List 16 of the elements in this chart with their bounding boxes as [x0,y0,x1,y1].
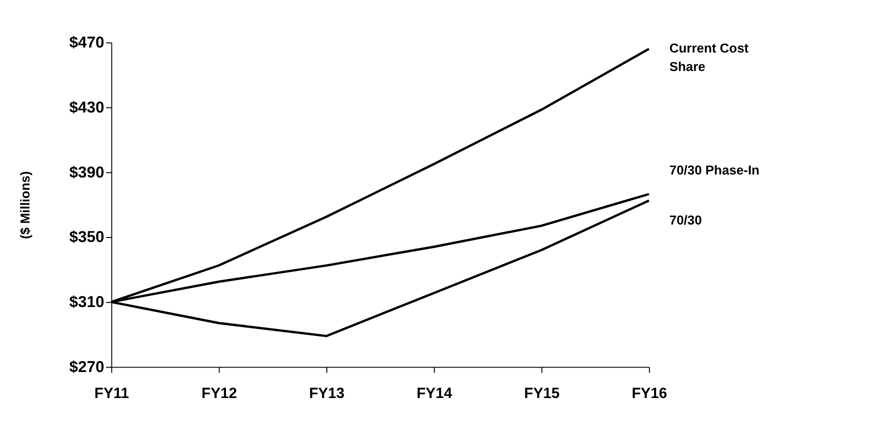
y-axis-title: ($ Millions) [17,171,32,239]
series-label: 70/30 Phase-In [669,162,760,178]
y-tick-label: $470 [69,34,105,52]
series-label: 70/30 [669,212,702,228]
x-tick-label: FY15 [524,386,560,402]
x-tick-label: FY14 [416,386,453,402]
x-tick-label: FY11 [94,386,130,402]
y-tick-label: $390 [69,164,105,182]
x-tick-label: FY16 [632,386,668,402]
y-tick-label: $350 [69,229,105,246]
y-tick-label: $310 [69,294,105,312]
x-tick-label: FY13 [309,386,345,402]
y-tick-label: $270 [69,358,105,376]
x-tick-label: FY12 [202,386,237,402]
series-label: Current Cost Share [669,40,750,74]
y-tick-label: $430 [69,99,105,116]
